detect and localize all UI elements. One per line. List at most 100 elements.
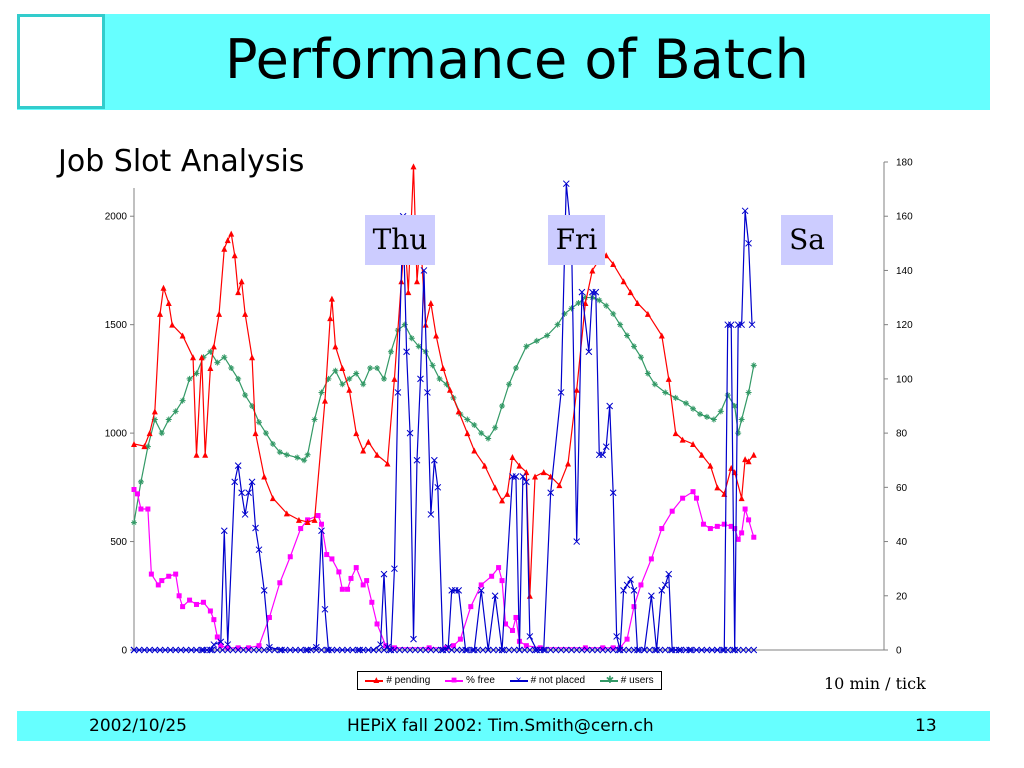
triangle-marker (242, 310, 249, 317)
x-marker (266, 646, 273, 654)
day-label-sa: Sa (781, 215, 833, 265)
x-marker (615, 646, 622, 654)
x-marker (630, 646, 638, 654)
x-marker (613, 633, 620, 640)
x-marker (479, 646, 487, 654)
square-marker (207, 608, 213, 614)
x-marker (594, 646, 601, 654)
triangle-marker (573, 386, 580, 393)
x-marker (260, 587, 268, 594)
x-marker (463, 646, 471, 654)
square-marker (131, 487, 137, 493)
x-marker (344, 646, 351, 654)
star-marker (387, 348, 394, 355)
star-marker (724, 392, 731, 399)
x-marker (646, 646, 653, 654)
square-marker (707, 526, 713, 532)
square-marker (246, 645, 252, 651)
x-marker (286, 646, 294, 654)
logo-placeholder (17, 14, 105, 109)
x-marker (219, 646, 226, 654)
x-marker (585, 348, 593, 356)
square-marker (138, 506, 144, 512)
x-marker (573, 538, 581, 545)
x-marker (359, 646, 367, 654)
right-tick-label: 80 (896, 429, 908, 440)
triangle-marker (504, 490, 511, 497)
star-marker-icon: ✱ (599, 675, 618, 686)
x-marker (224, 641, 232, 648)
x-marker (526, 633, 534, 640)
x-marker (713, 646, 721, 654)
x-marker (727, 321, 735, 329)
x-marker (417, 646, 424, 654)
legend-label-free: % free (465, 675, 495, 686)
x-marker (231, 478, 239, 486)
x-marker (578, 288, 586, 296)
star-marker (325, 375, 332, 382)
x-marker (328, 646, 336, 654)
x-marker (394, 389, 402, 396)
left-tick-label: 2000 (105, 212, 128, 223)
star-marker (738, 416, 745, 423)
star-marker (703, 413, 710, 420)
triangle-marker (146, 430, 153, 437)
triangle-marker (492, 484, 499, 491)
x-marker (693, 646, 700, 654)
triangle-marker (332, 343, 339, 350)
x-marker (741, 207, 749, 215)
square-marker (369, 599, 375, 605)
triangle-marker (471, 447, 478, 454)
square-marker (468, 604, 474, 610)
x-marker (213, 646, 221, 654)
x-marker (512, 473, 520, 480)
triangle-marker (665, 375, 672, 382)
x-marker (365, 646, 372, 654)
right-tick-label: 120 (896, 320, 913, 331)
legend-item-users: ✱ # users (599, 675, 654, 686)
x-marker (396, 646, 403, 654)
star-marker (131, 519, 137, 526)
x-marker (312, 646, 320, 654)
triangle-marker (224, 237, 231, 244)
x-marker (318, 527, 325, 535)
x-marker (210, 641, 218, 648)
square-marker (489, 573, 495, 579)
star-marker (575, 299, 582, 306)
star-marker (750, 362, 757, 369)
square-marker (348, 575, 354, 581)
triangle-marker (327, 315, 334, 322)
x-marker (745, 646, 752, 654)
star-marker (374, 365, 381, 372)
x-marker (630, 587, 638, 594)
x-marker (333, 646, 341, 654)
square-marker (509, 627, 515, 633)
triangle-marker (556, 482, 563, 489)
triangle-marker (532, 473, 539, 480)
triangle-marker (690, 440, 697, 447)
x-marker (260, 646, 268, 654)
star-marker (262, 430, 269, 437)
x-marker (661, 646, 669, 654)
star-marker (478, 430, 485, 437)
x-marker (281, 646, 289, 654)
x-marker (375, 646, 383, 654)
x-marker (620, 646, 627, 654)
triangle-marker (374, 451, 381, 458)
triangle-marker (565, 460, 572, 467)
right-tick-label: 60 (896, 483, 908, 494)
x-marker (573, 646, 581, 654)
x-marker (391, 565, 398, 573)
x-marker (531, 646, 539, 654)
x-marker (443, 646, 450, 654)
star-marker (651, 381, 658, 388)
x-marker (661, 581, 669, 589)
triangle-marker (526, 592, 533, 599)
star-marker (610, 310, 617, 317)
x-marker (526, 646, 534, 654)
square-marker (364, 578, 370, 584)
x-marker (623, 581, 631, 589)
x-marker (687, 646, 695, 654)
triangle-marker (516, 462, 523, 469)
x-marker (519, 473, 527, 480)
